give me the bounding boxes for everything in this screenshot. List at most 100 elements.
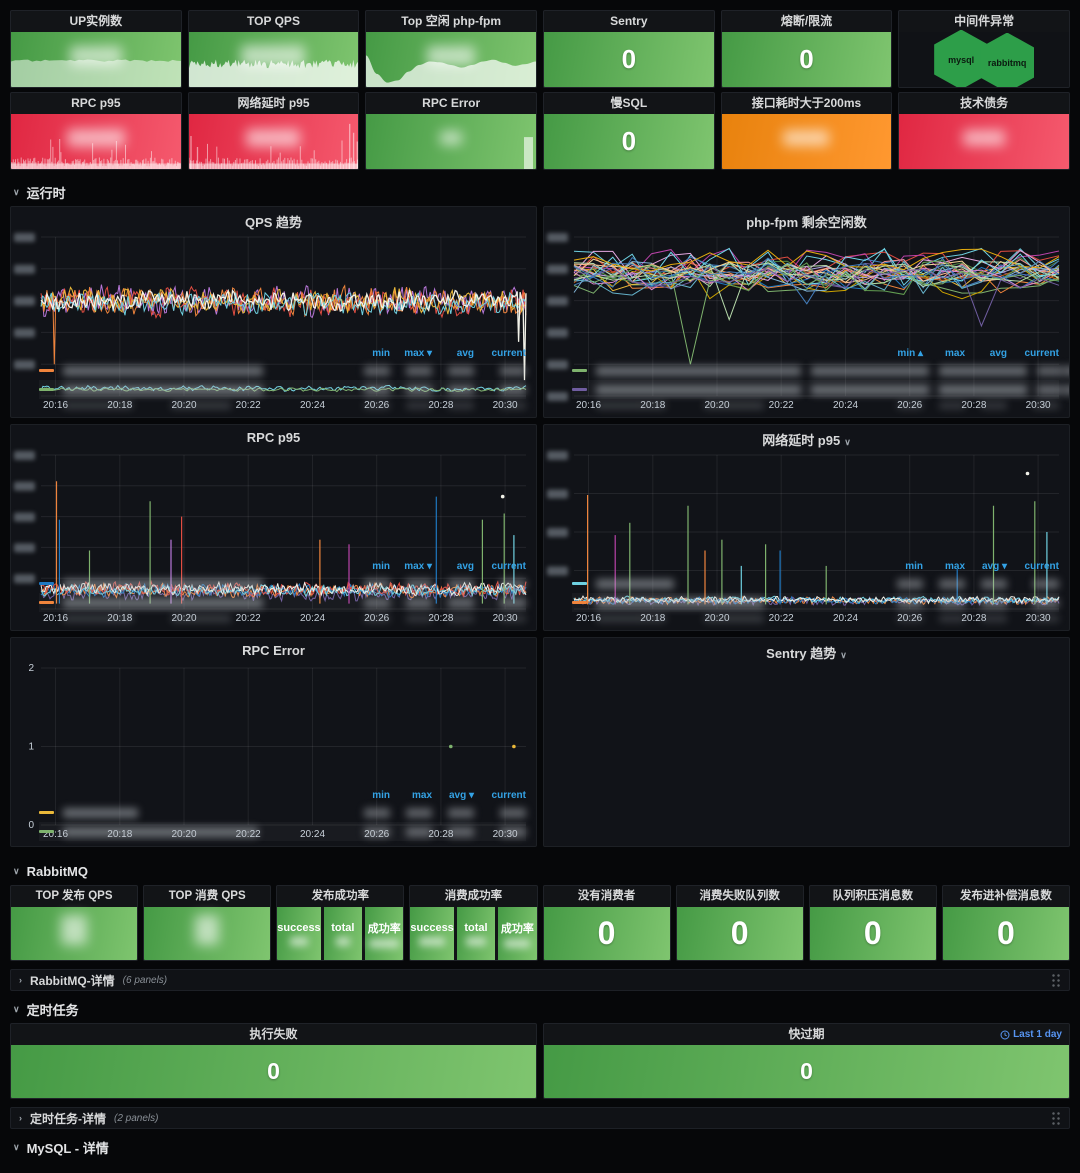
legend-sort-avg[interactable]: avg [989,348,1007,359]
row-cron-detail[interactable]: › 定时任务-详情 (2 panels) [10,1107,1070,1129]
panel-title[interactable]: php-fpm 剩余空闲数 [746,215,867,230]
panel-title[interactable]: 发布进补偿消息数 [959,890,1052,902]
panel-title[interactable]: 消费失败队列数 [699,890,780,902]
drag-handle-icon[interactable] [1051,1110,1061,1126]
legend-row[interactable] [572,574,1059,593]
legend-row[interactable] [572,593,1059,612]
legend-sort-avg[interactable]: avg ▾ [981,561,1007,572]
legend-sort-avg[interactable]: avg [456,348,474,359]
empty-plot-area[interactable] [544,660,1069,846]
panel-title[interactable]: Sentry [610,14,648,28]
panel-title[interactable]: Top 空闲 php-fpm [401,14,502,28]
row-header-cron[interactable]: ∨ 定时任务 [13,1000,1070,1018]
legend-sort-current[interactable]: current [1024,561,1059,572]
mini-label: total [464,921,488,934]
chart-canvas[interactable]: 20:16 20:18 20:20 20:22 20:24 20:26 20:28 20:30 [11,229,536,412]
blurred-value [289,936,308,946]
chevron-down-icon[interactable]: ∨ [840,650,847,660]
panel-title[interactable]: 没有消费者 [577,890,636,902]
legend-row[interactable] [39,803,526,822]
stat-body [721,114,892,169]
legend-sort-current[interactable]: current [1024,348,1059,359]
panel-title[interactable]: 队列积压消息数 [832,890,914,902]
legend-sort-max[interactable]: max ▾ [404,561,432,572]
panel-title[interactable]: 中间件异常 [954,14,1015,28]
legend-sort-min[interactable]: min ▴ [897,348,923,359]
stat-body [366,32,537,87]
panel-title[interactable]: Sentry 趋势 ∨ [766,646,847,661]
row-rabbitmq-detail[interactable]: › RabbitMQ-详情 (6 panels) [10,969,1070,991]
time-series-plot[interactable]: 20:16 20:18 20:20 20:22 20:24 20:26 20:28 20:30 [544,229,1069,411]
row-header-mysql-detail[interactable]: ∨ MySQL - 详情 [13,1138,1070,1156]
blurred-value [440,131,463,146]
panel-title[interactable]: TOP 消费 QPS [168,890,246,902]
legend-row[interactable] [572,380,1069,399]
svg-text:20:28: 20:28 [428,613,453,624]
panel-title[interactable]: RPC p95 [71,96,121,110]
legend-sort-min[interactable]: min [372,561,390,572]
legend-sort-avg[interactable]: avg [456,561,474,572]
legend-row[interactable] [39,593,526,612]
legend-sort-min[interactable]: min [372,790,390,801]
panel-title[interactable]: 发布成功率 [311,890,370,902]
blurred-value [1037,384,1063,395]
panel-title[interactable]: 慢SQL [610,96,648,110]
panel-title[interactable]: 技术债务 [960,96,1009,110]
panel-title[interactable]: 熔断/限流 [780,14,833,28]
panel-title[interactable]: TOP 发布 QPS [35,890,113,902]
panel-title[interactable]: RPC Error [422,96,481,110]
panel-count: (2 panels) [114,1112,159,1124]
hexagon-mysql[interactable]: mysql [934,29,989,87]
legend-sort-current[interactable]: current [491,561,526,572]
stat-up-instances: UP实例数 [10,10,182,88]
panel-title[interactable]: UP实例数 [69,14,123,28]
chart-canvas[interactable]: 20:16 20:18 20:20 20:22 20:24 20:26 20:28 20:30 [544,229,1069,412]
legend-row[interactable] [39,361,526,380]
time-series-plot[interactable]: 20:1620:1820:2020:2220:2420:2620:2820:30… [11,660,536,840]
svg-text:20:22: 20:22 [769,400,794,411]
panel-title[interactable]: RPC p95 [246,430,301,445]
chart-canvas[interactable]: 20:16 20:18 20:20 20:22 20:24 20:26 20:28 20:30 [544,447,1069,625]
legend-sort-max[interactable]: max [944,348,965,359]
row-header-rabbitmq[interactable]: ∨ RabbitMQ [13,862,1070,880]
stat-body [188,32,359,87]
legend-sort-avg[interactable]: avg ▾ [448,790,474,801]
panel-title[interactable]: 消费成功率 [444,890,503,902]
legend-sort-min[interactable]: min [905,561,923,572]
svg-text:20:28: 20:28 [961,400,986,411]
legend-sort-current[interactable]: current [491,348,526,359]
legend-sort-max[interactable]: max [411,790,432,801]
row-header-runtime[interactable]: ∨ 运行时 [13,183,1070,201]
chevron-down-icon[interactable]: ∨ [844,437,851,447]
chart-canvas[interactable]: 20:16 20:18 20:20 20:22 20:24 20:26 20:28 20:30 [11,447,536,625]
panel-title[interactable]: RPC Error [242,643,305,658]
legend-row[interactable] [39,574,526,593]
legend-sort-max[interactable]: max ▾ [404,348,432,359]
hexagon-rabbitmq[interactable]: rabbitmq [980,32,1035,87]
legend-sort-min[interactable]: min [372,348,390,359]
legend-row[interactable] [39,380,526,399]
time-series-plot[interactable]: 20:16 20:18 20:20 20:22 20:24 20:26 20:28 20:30 [11,447,536,624]
blurred-value [369,938,400,948]
stat-body [144,907,271,960]
time-series-plot[interactable]: 20:16 20:18 20:20 20:22 20:24 20:26 20:28 20:30 [11,229,536,411]
legend-row[interactable] [39,822,526,841]
panel-title[interactable]: 网络延时 p95 [237,96,310,110]
panel-title[interactable]: 快过期 Last 1 day [544,1024,1069,1045]
legend-sort-current[interactable]: current [491,790,526,801]
time-series-plot[interactable]: 20:16 20:18 20:20 20:22 20:24 20:26 20:28 20:30 [544,447,1069,624]
legend-sort-max[interactable]: max [944,561,965,572]
panel-title[interactable]: 接口耗时大于200ms [751,96,862,110]
drag-handle-icon[interactable] [1051,972,1061,988]
legend-row[interactable] [572,361,1069,380]
chart-row-3: RPC Error 20:1620:1820:2020:2220:2420:26… [10,637,1070,847]
blurred-series-name [596,365,801,376]
blurred-value [419,936,446,946]
time-range-badge[interactable]: Last 1 day [1000,1024,1062,1045]
svg-text:20:28: 20:28 [961,613,986,624]
panel-title[interactable]: QPS 趋势 [244,215,303,230]
panel-title[interactable]: 网络延时 p95 ∨ [762,433,851,448]
panel-title[interactable]: TOP QPS [247,14,300,28]
panel-title[interactable]: 执行失败 [249,1027,298,1041]
chevron-down-icon: ∨ [13,1141,20,1152]
